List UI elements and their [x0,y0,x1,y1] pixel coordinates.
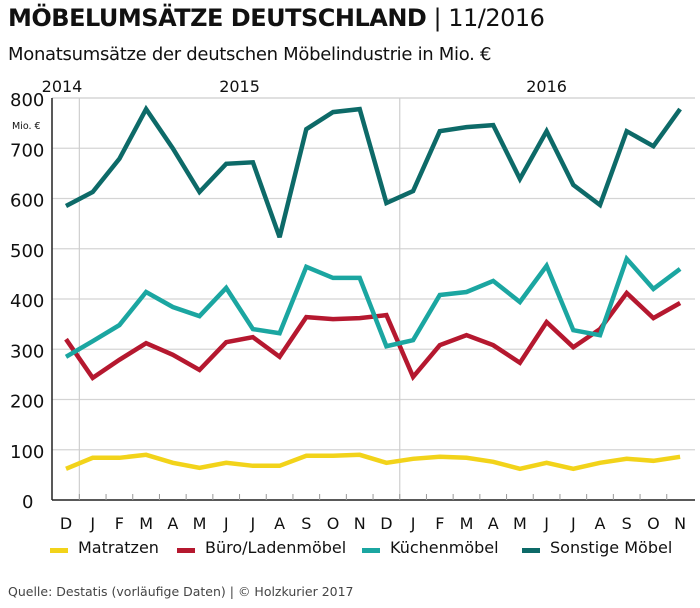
legend-label: Matratzen [78,538,159,557]
title-separator: | [433,4,442,32]
legend-item-sonstige: Sonstige Möbel [522,538,672,557]
legend-item-buero: Büro/Ladenmöbel [177,538,346,557]
y-tick-label: 800 [10,90,44,111]
y-tick-label: 200 [10,392,44,413]
x-tick-label: S [622,514,632,533]
x-tick-label: M [139,514,153,533]
x-tick-label: O [647,514,660,533]
y-tick-label: 500 [10,241,44,262]
x-tick-label: A [595,514,606,533]
x-tick-label: D [60,514,72,533]
legend-swatch [177,548,195,553]
y-tick-label: 0 [22,492,33,513]
chart-title: MÖBELUMSÄTZE DEUTSCHLAND | 11/2016 [8,4,545,32]
x-tick-label: A [274,514,285,533]
y-tick-label: 300 [10,341,44,362]
legend-label: Sonstige Möbel [550,538,673,557]
x-tick-label: D [380,514,392,533]
x-tick-label: J [223,514,229,533]
year-label: 2015 [219,77,260,96]
legend-item-kuechen: Küchenmöbel [362,538,499,557]
x-tick-label: N [674,514,686,533]
legend-label: Büro/Ladenmöbel [205,538,347,557]
title-date: 11/2016 [448,4,545,32]
y-tick-label: 600 [10,191,44,212]
x-tick-label: J [410,514,416,533]
legend-item-matratzen: Matratzen [50,538,159,557]
x-tick-label: M [460,514,474,533]
y-tick-label: 400 [10,291,44,312]
series-line-k-chenm-bel [64,254,682,359]
x-tick-label: N [354,514,366,533]
x-tick-label: J [250,514,256,533]
year-label: 2016 [526,77,567,96]
y-tick-label: 700 [10,140,44,161]
legend-label: Küchenmöbel [390,538,499,557]
title-main: MÖBELUMSÄTZE DEUTSCHLAND [8,4,427,32]
x-tick-label: A [167,514,178,533]
x-tick-label: J [543,514,549,533]
series-line-b-ro-ladenm-bel [64,289,682,382]
legend-swatch [50,548,68,553]
year-label: 2014 [42,77,83,96]
x-tick-label: F [435,514,444,533]
x-tick-label: M [513,514,527,533]
x-tick-label: M [193,514,207,533]
x-tick-label: J [89,514,95,533]
legend-swatch [362,548,380,553]
series-line-sonstige-m-bel [64,104,682,238]
source-note: Quelle: Destatis (vorläufige Daten) | © … [8,584,354,599]
legend-swatch [522,548,540,553]
x-tick-label: A [488,514,499,533]
x-tick-label: O [327,514,340,533]
chart-subtitle: Monatsumsätze der deutschen Möbelindustr… [8,44,492,65]
x-tick-label: S [301,514,311,533]
series-line-matratzen [65,452,681,472]
y-tick-label: 100 [10,442,44,463]
x-tick-label: F [115,514,124,533]
x-tick-label: J [570,514,576,533]
y-axis-unit: Mio. € [12,121,41,132]
